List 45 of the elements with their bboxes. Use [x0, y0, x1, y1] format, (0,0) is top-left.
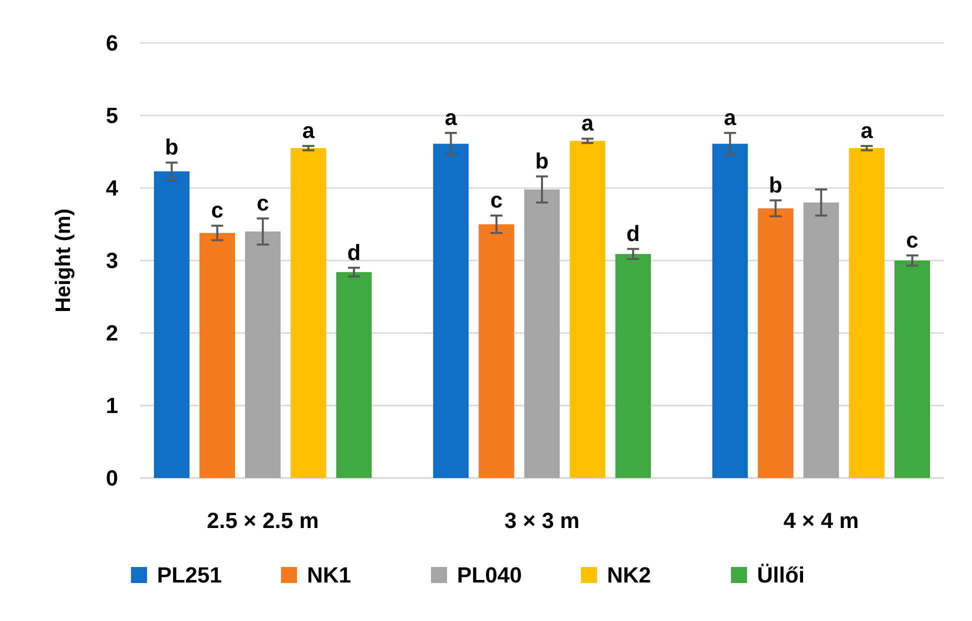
bar — [803, 202, 839, 478]
data-label: d — [347, 240, 361, 265]
bar — [894, 260, 930, 478]
x-tick-label: 3 × 3 m — [504, 508, 580, 533]
y-axis-title: Height (m) — [52, 208, 75, 312]
data-label: b — [768, 172, 782, 198]
y-tick-label: 1 — [106, 393, 118, 418]
data-label: a — [724, 104, 737, 130]
bar — [712, 144, 748, 478]
bar — [245, 232, 281, 478]
bar — [200, 232, 236, 478]
bar — [154, 171, 190, 478]
bar — [615, 254, 651, 478]
bar — [848, 148, 884, 478]
data-label: c — [211, 198, 224, 223]
data-label: b — [165, 134, 178, 160]
data-label: c — [906, 227, 918, 252]
bar — [290, 148, 326, 478]
x-tick-label: 2.5 × 2.5 m — [206, 508, 319, 533]
bar — [336, 272, 372, 478]
data-label: b — [535, 148, 549, 174]
bar — [433, 144, 469, 478]
data-label: a — [444, 104, 458, 130]
legend-label: Üllői — [757, 562, 805, 588]
y-tick-label: 2 — [106, 320, 118, 346]
bar — [758, 208, 794, 478]
y-tick-label: 0 — [106, 466, 118, 491]
data-label: c — [490, 188, 503, 213]
y-tick-label: 3 — [106, 248, 118, 274]
bar — [478, 224, 514, 478]
data-label: d — [626, 220, 640, 246]
x-tick-label: 4 × 4 m — [784, 508, 859, 533]
data-label: c — [256, 190, 269, 216]
legend-label: NK1 — [307, 562, 352, 588]
y-tick-label: 5 — [106, 103, 118, 128]
data-label: a — [581, 110, 594, 136]
bar — [524, 189, 560, 478]
legend-label: NK2 — [607, 562, 652, 588]
y-tick-label: 6 — [106, 30, 118, 56]
data-label: a — [860, 118, 874, 143]
legend-label: PL251 — [157, 562, 222, 588]
legend-label: PL040 — [457, 562, 522, 588]
bar — [570, 140, 606, 478]
data-label: a — [302, 118, 316, 143]
y-tick-label: 4 — [106, 176, 119, 201]
